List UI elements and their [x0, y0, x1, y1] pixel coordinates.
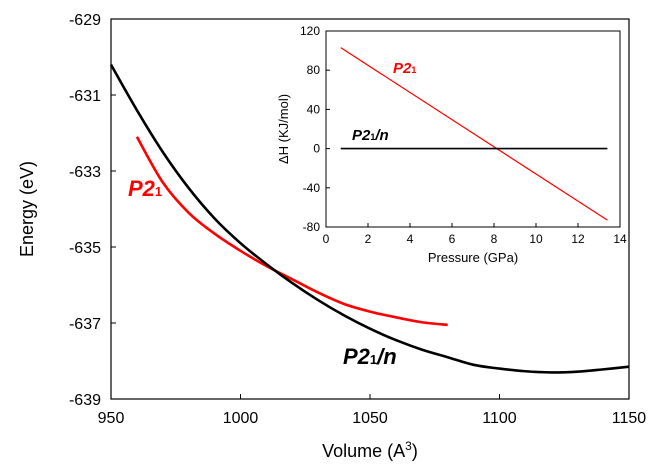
main-x-axis-label-text: Volume (A [322, 441, 405, 461]
main-x-tick-label: 1000 [223, 410, 259, 427]
main-x-tick-label: 950 [98, 410, 125, 427]
main-label-p21n-suffix: /n [376, 344, 397, 369]
inset-x-tick-label: 6 [449, 232, 456, 246]
main-series-line-1 [109, 63, 630, 374]
inset-x-tick-label: 2 [365, 232, 372, 246]
main-series-line-0 [135, 136, 448, 327]
main-y-tick-label: -635 [69, 240, 101, 257]
inset-x-tick-label: 8 [491, 232, 498, 246]
inset-x-tick-label: 4 [407, 232, 414, 246]
inset-y-axis-label: ΔH (KJ/mol) [276, 94, 291, 164]
inset-series-line-0 [340, 47, 608, 221]
inset-label-p21n-base: P2 [352, 127, 371, 144]
main-label-p21: P21 [128, 176, 162, 201]
main-y-tick-label: -629 [69, 12, 101, 29]
inset-x-tick-label: 12 [571, 232, 585, 246]
inset-x-axis-label: Pressure (GPa) [428, 250, 518, 265]
inset-label-p21: P21 [393, 60, 416, 77]
inset-y-tick-label: 0 [313, 142, 320, 156]
main-y-tick-label: -639 [69, 392, 101, 409]
main-label-p21-base: P2 [128, 176, 156, 201]
main-x-tick-label: 1050 [352, 410, 388, 427]
main-y-tick-label: -637 [69, 316, 101, 333]
inset-y-tick-label: -80 [303, 220, 321, 234]
main-y-axis-label: Energy (eV) [17, 161, 37, 257]
inset-label-p21n-suffix: /n [374, 127, 388, 144]
main-x-axis-label-superscript: 3 [405, 439, 412, 453]
main-x-axis-label-close: ) [412, 441, 418, 461]
main-label-p21n-sub: 1 [370, 352, 377, 367]
inset-x-tick-label: 10 [529, 232, 543, 246]
inset-x-tick-label: 0 [323, 232, 330, 246]
main-x-tick-label: 1150 [612, 410, 647, 427]
main-label-p21n-base: P2 [343, 344, 371, 369]
inset-y-tick-label: 120 [300, 24, 320, 38]
inset-plot-frame [325, 30, 621, 228]
main-label-p21n: P21/n [343, 344, 397, 369]
main-x-tick-label: 1100 [482, 410, 517, 427]
main-y-tick-label: -631 [69, 88, 101, 105]
inset-x-tick-label: 14 [613, 232, 627, 246]
inset-label-p21-sub: 1 [411, 65, 416, 75]
inset-label-p21-base: P2 [393, 60, 412, 77]
main-y-tick-label: -633 [69, 164, 101, 181]
inset-y-tick-label: -40 [303, 181, 321, 195]
inset-y-tick-label: 80 [307, 63, 321, 77]
inset-label-p21n: P21/n [352, 127, 389, 144]
inset-y-tick-label: 40 [307, 102, 321, 116]
main-x-axis-label: Volume (A3) [322, 439, 418, 461]
main-label-p21-sub: 1 [155, 184, 162, 199]
inset-label-p21n-sub: 1 [370, 132, 375, 142]
